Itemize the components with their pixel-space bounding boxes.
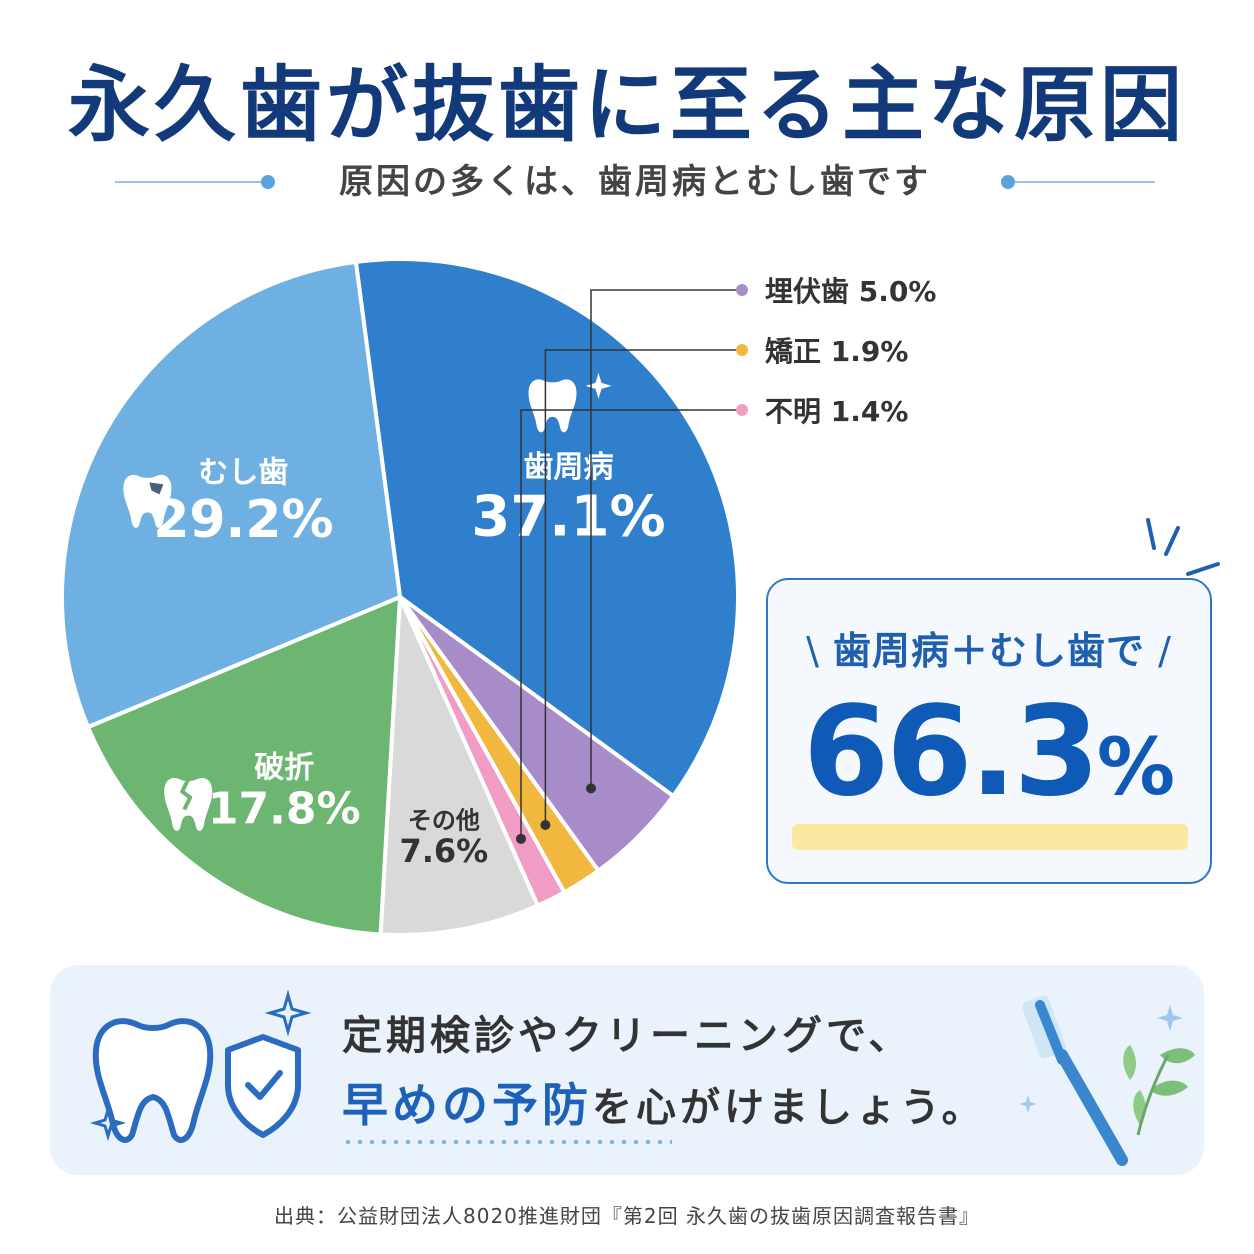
tooth-shield-icon (89, 989, 312, 1143)
toothbrush-leaves-icon (1019, 995, 1195, 1166)
dotted-underline (342, 1139, 672, 1145)
slice-name-0: 歯周病 (524, 450, 614, 485)
prevention-emphasis: 早めの予防 (342, 1078, 592, 1132)
subtitle: 原因の多くは、歯周病とむし歯です (339, 162, 931, 202)
pie-slice-6 (60, 259, 402, 729)
subtitle-right-dot (1001, 175, 1015, 189)
prevention-line-2: 早めの予防を心がけましょう。 (342, 1069, 986, 1135)
prevention-card: 定期検診やクリーニングで、 早めの予防を心がけましょう。 (50, 965, 1204, 1175)
subtitle-right-line (1005, 181, 1155, 183)
pie-slice-5 (86, 595, 402, 937)
slice-value-5: 17.8% (208, 784, 361, 835)
prevention-line-1: 定期検診やクリーニングで、 (342, 1013, 913, 1059)
slice-name-5: 破折 (254, 751, 314, 786)
highlight-value: 66.3 (802, 680, 1100, 824)
subtitle-left-line (115, 181, 265, 183)
slice-value-4: 7.6% (399, 832, 488, 870)
slice-name-6: むし歯 (198, 455, 288, 490)
slice-name-4: その他 (408, 806, 480, 834)
highlight-underline (792, 824, 1188, 850)
slice-value-6: 29.2% (153, 490, 333, 550)
prevention-line-2-rest: を心がけましょう。 (592, 1085, 986, 1131)
callout-1: 埋伏歯 5.0% (586, 275, 936, 794)
highlight-box: \ 歯周病＋むし歯で / 66.3% (766, 578, 1212, 884)
callout-label-3: 不明 1.4% (765, 395, 908, 428)
callout-2: 矯正 1.9% (540, 335, 908, 831)
highlight-value-row: 66.3% (768, 680, 1210, 824)
slice-value-0: 37.1% (471, 485, 665, 550)
source-citation: 出典：公益財団法人8020推進財団『第2回 永久歯の抜歯原因調査報告書』 (274, 1204, 980, 1228)
decayed-tooth-icon (123, 474, 172, 528)
callout-label-2: 矯正 1.9% (765, 335, 908, 368)
subtitle-row: 原因の多くは、歯周病とむし歯です (115, 160, 1155, 204)
highlight-right-slash: / (1145, 629, 1172, 673)
subtitle-left-dot (261, 175, 275, 189)
highlight-label: 歯周病＋むし歯で (832, 629, 1145, 673)
pie-slice-0 (353, 257, 741, 798)
callout-label-1: 埋伏歯 5.0% (765, 275, 936, 308)
burst-lines-icon (1146, 518, 1220, 576)
highlight-label-row: \ 歯周病＋むし歯で / (768, 620, 1210, 675)
highlight-left-slash: \ (806, 629, 833, 673)
highlight-unit: % (1096, 723, 1176, 813)
cracked-tooth-icon (164, 778, 213, 831)
tooth-sparkle-icon (528, 372, 612, 433)
page-title: 永久歯が抜歯に至る主な原因 (67, 58, 1186, 153)
callout-3: 不明 1.4% (515, 395, 908, 844)
pie-slice-4 (378, 595, 540, 937)
